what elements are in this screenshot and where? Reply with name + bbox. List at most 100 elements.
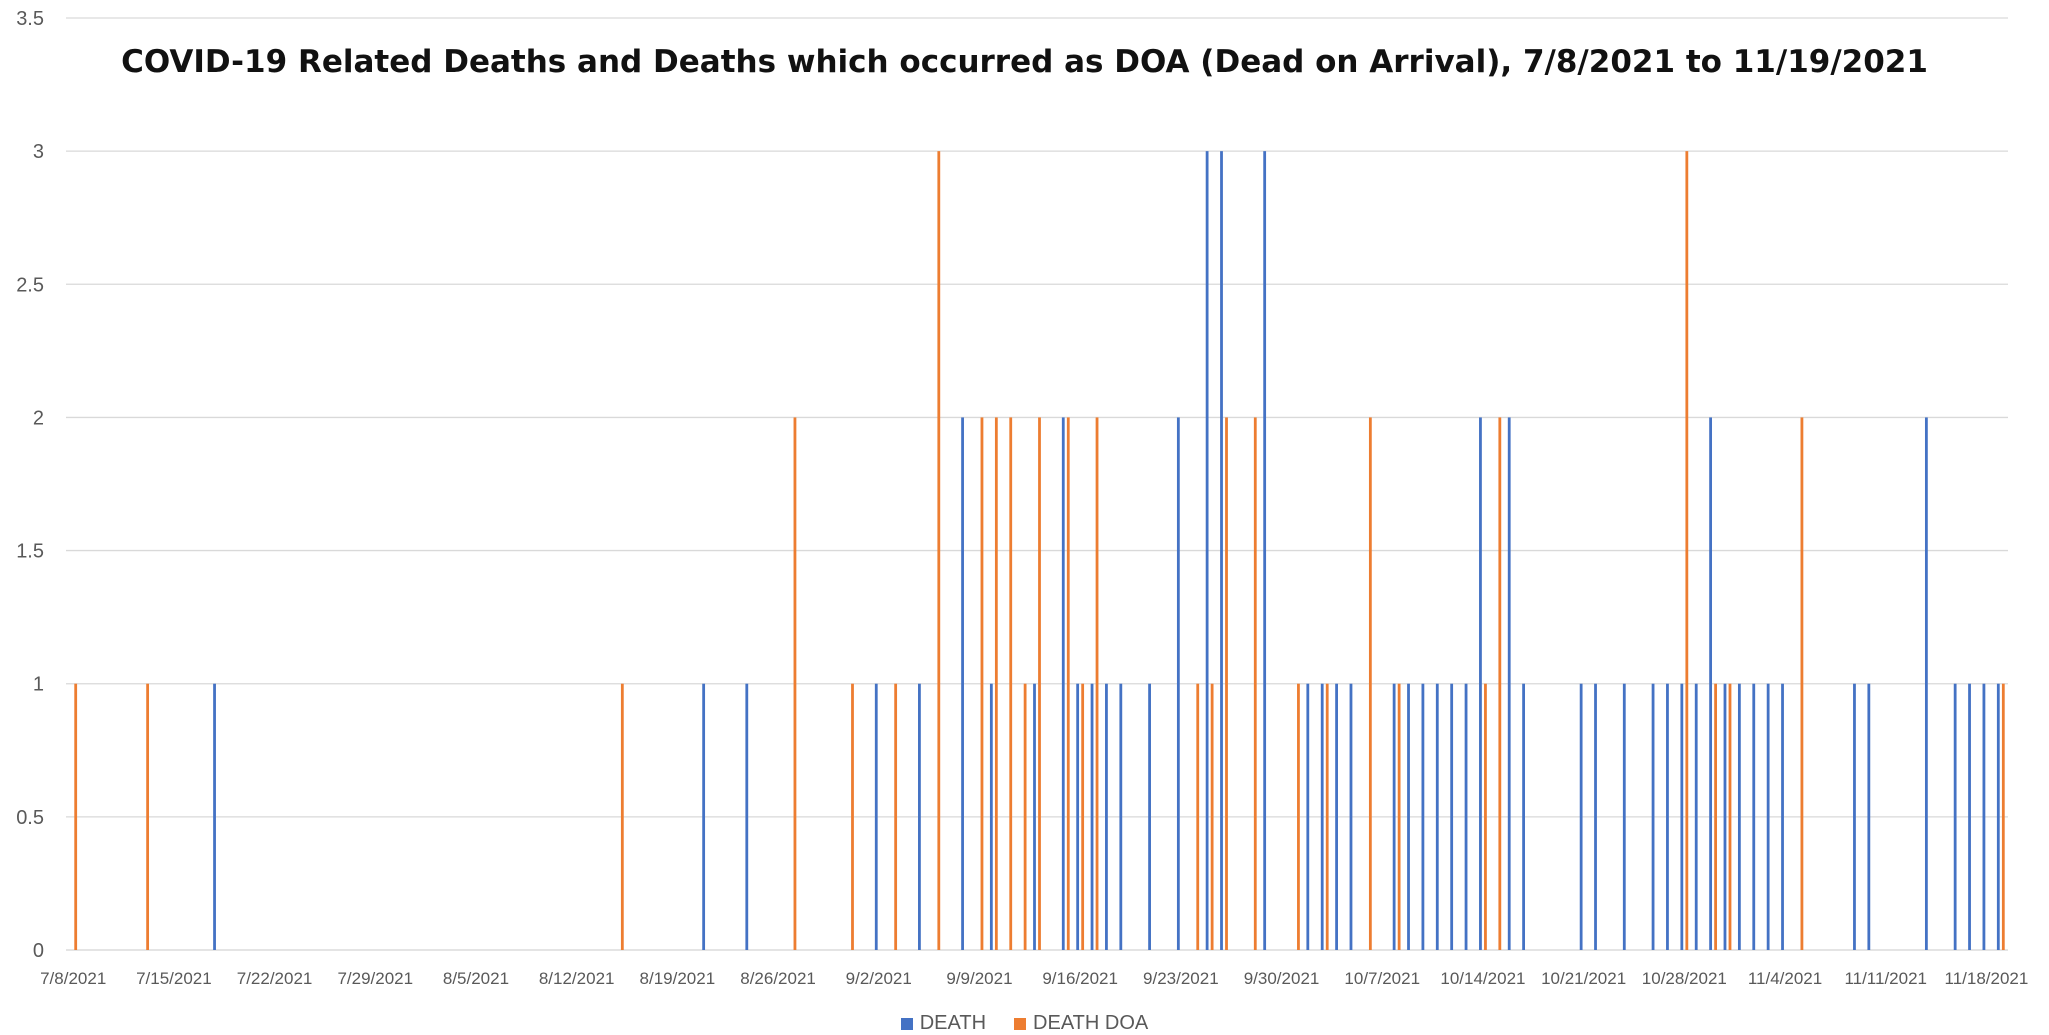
x-tick-label: 8/19/2021: [640, 969, 716, 988]
bar-death-doa: [1685, 151, 1689, 951]
bar-death-doa: [1728, 683, 1732, 950]
bar-death: [1205, 151, 1209, 951]
x-tick-label: 9/23/2021: [1143, 969, 1219, 988]
bar-death: [1853, 683, 1856, 950]
bar-death-doa: [1225, 417, 1228, 950]
bar-death: [1464, 683, 1468, 950]
bar-death-doa: [937, 151, 941, 951]
bar-death-doa: [1009, 417, 1013, 950]
y-tick-label: 2: [33, 407, 44, 429]
x-tick-label: 8/5/2021: [443, 969, 509, 988]
bar-death-doa: [994, 417, 998, 950]
bar-death-doa: [851, 683, 854, 950]
gridlines: [66, 17, 2008, 951]
bar-death: [1119, 683, 1123, 950]
bar-death: [1766, 683, 1770, 950]
x-tick-label: 11/4/2021: [1748, 969, 1822, 988]
x-tick-label: 10/21/2021: [1541, 969, 1626, 988]
bar-death: [989, 683, 993, 950]
bar-death: [1680, 683, 1684, 950]
bar-death-doa: [793, 417, 797, 950]
x-tick-label: 11/18/2021: [1945, 969, 2029, 988]
x-tick-label: 11/11/2021: [1844, 969, 1927, 988]
bar-death: [1694, 683, 1698, 950]
legend-item-death-doa: DEATH DOA: [1014, 1012, 1148, 1035]
bar-death: [1924, 417, 1928, 950]
bar-death-doa: [1081, 683, 1085, 950]
legend-label-death: DEATH: [919, 1012, 987, 1034]
bar-death: [1220, 151, 1223, 951]
bar-death: [1105, 683, 1108, 950]
bar-death-doa: [1038, 417, 1041, 950]
bar-death: [1320, 683, 1324, 950]
bar-death-doa: [2001, 683, 2005, 950]
bar-death: [1507, 417, 1511, 950]
y-tick-label: 2.5: [16, 274, 44, 296]
bar-death-doa: [1368, 417, 1372, 950]
bar-death-doa: [1095, 417, 1099, 950]
bar-death: [1651, 683, 1655, 950]
x-tick-label: 9/9/2021: [946, 969, 1012, 988]
y-tick-label: 0.5: [16, 807, 44, 829]
y-tick-label: 0: [33, 940, 44, 962]
y-tick-label: 1: [33, 674, 44, 696]
x-tick-label: 9/16/2021: [1042, 969, 1118, 988]
y-tick-label: 1.5: [16, 541, 44, 563]
bar-death: [1479, 417, 1482, 950]
bar-death: [1953, 683, 1957, 950]
bar-death: [1306, 683, 1310, 950]
bar-death: [961, 417, 964, 950]
legend-swatch-death-doa: [1014, 1017, 1027, 1030]
legend-item-death: DEATH: [900, 1012, 987, 1035]
bar-death: [745, 683, 749, 950]
bar-death: [1781, 683, 1784, 950]
bar-death: [1737, 683, 1741, 950]
bar-death: [1176, 417, 1180, 950]
legend: DEATH DEATH DOA: [0, 1012, 2049, 1035]
bar-death: [918, 683, 921, 950]
bar-death: [1579, 683, 1583, 950]
bar-death-doa: [1800, 417, 1804, 950]
x-tick-label: 7/8/2021: [40, 969, 106, 988]
bar-death: [1867, 683, 1871, 950]
bars: [74, 151, 2005, 951]
x-tick-label: 10/28/2021: [1642, 969, 1727, 988]
bar-death-doa: [620, 683, 624, 950]
bar-death-doa: [1023, 683, 1027, 950]
chart-title: COVID-19 Related Deaths and Deaths which…: [121, 44, 1928, 80]
bar-death-doa: [1253, 417, 1257, 950]
bar-death-doa: [1066, 417, 1070, 950]
x-tick-label: 7/29/2021: [337, 969, 413, 988]
x-tick-label: 7/15/2021: [136, 969, 212, 988]
bar-death: [1090, 683, 1094, 950]
bar-death: [1263, 151, 1267, 951]
bar-death: [1335, 683, 1338, 950]
x-tick-label: 9/30/2021: [1244, 969, 1320, 988]
x-tick-label: 8/12/2021: [539, 969, 615, 988]
bar-death: [213, 683, 216, 950]
bar-death: [1450, 683, 1454, 950]
bar-death: [1666, 683, 1669, 950]
bar-death: [1435, 683, 1439, 950]
y-tick-label: 3.5: [16, 8, 44, 30]
bar-death-doa: [1196, 683, 1200, 950]
bar-death: [1349, 683, 1353, 950]
bar-death: [1594, 683, 1597, 950]
bar-death: [1622, 683, 1626, 950]
legend-swatch-death: [900, 1017, 913, 1030]
bar-death-doa: [1714, 683, 1718, 950]
bar-death: [1709, 417, 1713, 950]
x-axis-tick-labels: 7/8/2021 7/15/2021 7/22/2021 7/29/2021 8/5/2…: [40, 969, 2028, 988]
bar-death: [1996, 683, 2000, 950]
bar-death: [874, 683, 878, 950]
bar-death: [1407, 683, 1410, 950]
y-tick-label: 3: [33, 141, 44, 163]
bar-death: [1522, 683, 1525, 950]
x-tick-label: 10/14/2021: [1440, 969, 1525, 988]
bar-death-doa: [1484, 683, 1487, 950]
bar-death: [1392, 683, 1396, 950]
bar-death-doa: [1397, 683, 1401, 950]
y-axis-tick-labels: 0 0.5 1 1.5 2 2.5 3 3.5: [16, 8, 44, 962]
bar-death: [702, 683, 706, 950]
